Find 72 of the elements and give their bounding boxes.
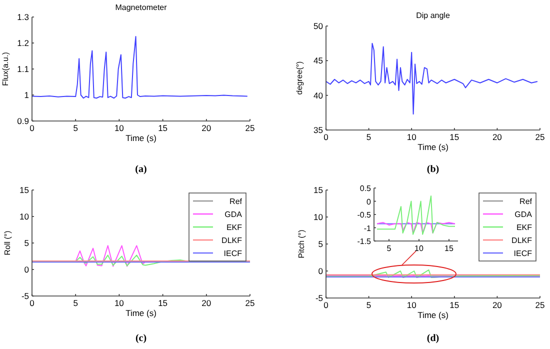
y-tick-label: 1.1 (17, 64, 30, 74)
x-tick-label: 5 (73, 298, 78, 308)
chart-title: Magnetometer (115, 3, 168, 12)
x-tick-label: 15 (450, 300, 460, 310)
y-tick-label: 15 (314, 185, 324, 195)
y-tick-label: -1.5 (357, 237, 372, 246)
x-axis-title: Time (s) (126, 308, 157, 318)
legend-label: DLKF (222, 236, 242, 245)
x-tick-label: 10 (406, 300, 417, 310)
x-tick-label: 20 (492, 300, 502, 310)
x-tick-label: 5 (73, 123, 78, 133)
y-tick-label: 0.5 (360, 184, 372, 193)
line-series (326, 269, 540, 278)
chart-title: Dip angle (416, 11, 450, 20)
y-tick-label: -1 (364, 224, 372, 233)
x-tick-label: 25 (535, 300, 545, 310)
x-tick-label: 10 (114, 298, 124, 308)
y-tick-label: 0.9 (17, 116, 30, 126)
x-tick-label: 25 (245, 123, 255, 133)
text: (d) (426, 333, 440, 344)
y-axis-title: Pitch (°) (297, 229, 306, 258)
x-tick-label: 10 (414, 244, 424, 253)
y-axis-title: Roll (°) (3, 230, 12, 256)
x-axis-title: Time (s) (418, 142, 449, 152)
x-axis-title: Time (s) (418, 310, 449, 320)
y-tick-label: 1.2 (17, 38, 30, 48)
y-axis-title: degree(°) (295, 60, 304, 95)
legend-label: EKF (226, 223, 242, 232)
text: (b) (426, 164, 440, 175)
legend-label: DLKF (512, 236, 532, 245)
x-axis-title: Time (s) (126, 133, 157, 143)
x-tick-label: 15 (450, 132, 460, 142)
y-axis-title: Flux(a.u.) (1, 52, 10, 86)
y-tick-label: 10 (314, 212, 324, 222)
legend-label: Ref (520, 197, 533, 206)
y-tick-label: -5 (315, 293, 324, 303)
text: (c) (135, 333, 147, 344)
x-tick-label: 25 (535, 132, 545, 142)
legend-label: Ref (230, 197, 243, 206)
y-tick-label: 1 (24, 90, 30, 100)
x-tick-label: 10 (114, 123, 124, 133)
y-tick-label: 0 (366, 197, 372, 206)
x-tick-label: 20 (202, 123, 212, 133)
line-series (32, 36, 248, 99)
legend-label: EKF (516, 223, 532, 232)
text: (a) (135, 164, 147, 175)
x-tick-label: 10 (406, 132, 417, 142)
y-tick-label: 0 (318, 266, 324, 276)
y-tick-label: 35 (314, 125, 324, 135)
legend-label: IECF (514, 249, 532, 258)
legend-label: GDA (514, 210, 533, 219)
x-tick-label: 25 (245, 298, 255, 308)
line-series (376, 222, 456, 234)
y-tick-label: -5 (21, 291, 30, 301)
y-tick-label: 50 (314, 21, 324, 31)
x-tick-label: 15 (158, 298, 168, 308)
x-tick-label: 15 (158, 123, 168, 133)
y-tick-label: 40 (314, 90, 324, 100)
line-series (376, 195, 456, 235)
y-tick-label: 10 (20, 212, 30, 222)
y-tick-label: 15 (20, 185, 30, 195)
y-tick-label: 45 (314, 56, 324, 66)
x-tick-label: 15 (444, 244, 454, 253)
y-tick-label: -0.5 (357, 210, 372, 220)
y-tick-label: 1.3 (17, 12, 30, 22)
x-tick-label: 5 (386, 244, 392, 253)
y-tick-label: 0 (24, 264, 30, 274)
legend-label: GDA (224, 210, 243, 219)
legend-label: IECF (224, 249, 242, 258)
x-tick-label: 20 (202, 298, 212, 308)
x-tick-label: 20 (492, 132, 502, 142)
line-series (326, 42, 538, 115)
